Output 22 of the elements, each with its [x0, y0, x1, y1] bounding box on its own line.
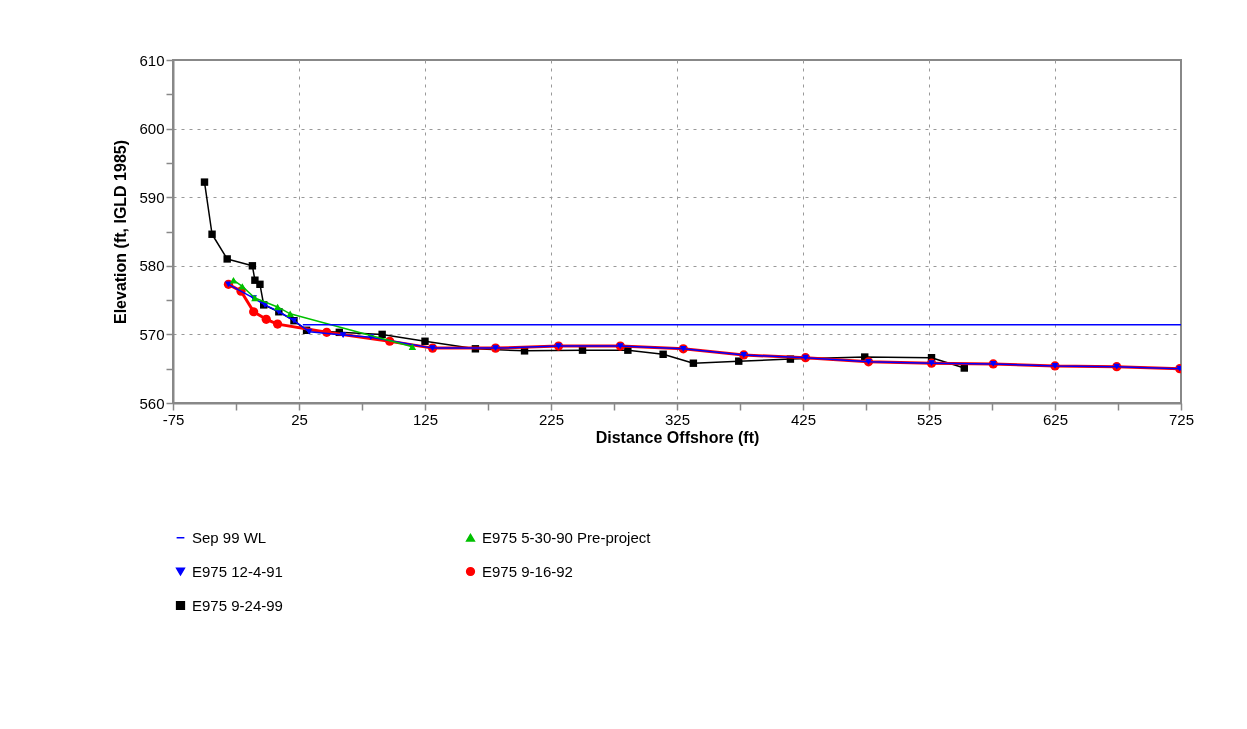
x-tick-label: 225	[538, 410, 565, 428]
legend-label: E975 9-16-92	[482, 562, 573, 580]
y-tick-label: 560	[139, 394, 165, 412]
x-tick-label: 325	[664, 410, 691, 428]
x-tick-label: 425	[790, 410, 817, 428]
y-tick-label: 610	[139, 51, 165, 69]
legend-label: E975 12-4-91	[192, 562, 283, 580]
legend-label: E975 9-24-99	[192, 596, 283, 614]
x-tick-label: 525	[916, 410, 943, 428]
y-tick-label: 600	[139, 120, 165, 138]
y-tick-label: 570	[139, 325, 165, 343]
legend-label: Sep 99 WL	[192, 528, 267, 546]
x-tick-label: 725	[1168, 410, 1195, 428]
x-tick-label: 25	[291, 410, 308, 428]
x-tick-label: 625	[1042, 410, 1069, 428]
x-tick-label: -75	[162, 410, 185, 428]
y-tick-label: 590	[139, 188, 165, 206]
x-axis-title: Distance Offshore (ft)	[595, 428, 760, 446]
x-tick-label: 125	[412, 410, 439, 428]
legend-label: E975 5-30-90 Pre-project	[482, 528, 652, 546]
y-tick-label: 580	[139, 257, 165, 275]
y-axis-title: Elevation (ft, IGLD 1985)	[112, 139, 130, 325]
